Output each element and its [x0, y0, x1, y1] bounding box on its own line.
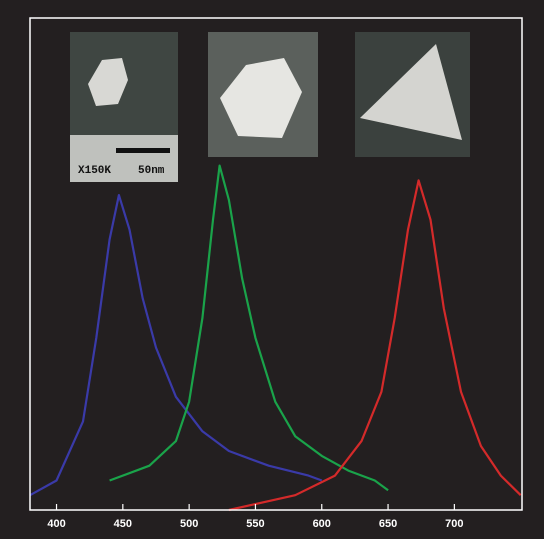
spectrum-line [29, 194, 323, 497]
particle [360, 44, 462, 140]
x-tick-label: 700 [445, 518, 463, 530]
plot-area [29, 164, 522, 512]
spectrum-line [228, 179, 522, 512]
x-tick-label: 600 [313, 518, 331, 530]
x-tick-label: 400 [47, 518, 65, 530]
particle [88, 58, 128, 106]
scale-label: 50nm [138, 165, 165, 177]
inset-3 [355, 32, 470, 157]
frame [29, 17, 523, 511]
magnification: X150K [78, 165, 111, 177]
x-tick-label: 550 [246, 518, 264, 530]
scale-bar [116, 148, 170, 153]
x-tick-label: 500 [180, 518, 198, 530]
spectrum-line [109, 164, 389, 492]
scale-panel [70, 135, 178, 182]
x-tick-label: 450 [114, 518, 132, 530]
inset-1: X150K 50nm [70, 32, 178, 182]
x-tick-label: 650 [379, 518, 397, 530]
inset-2 [208, 32, 318, 157]
particle [220, 58, 302, 138]
